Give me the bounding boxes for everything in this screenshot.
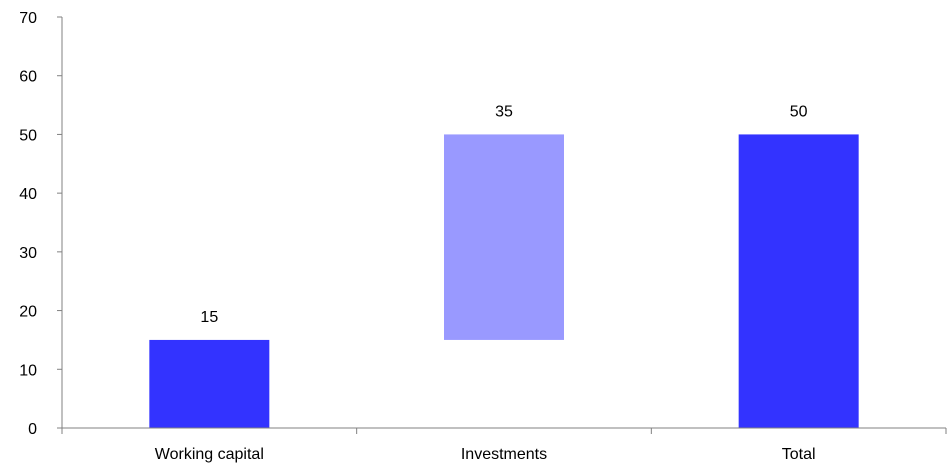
y-tick-label-1: 10 (19, 362, 37, 379)
y-tick-label-3: 30 (19, 245, 37, 262)
y-tick-label-6: 60 (19, 69, 37, 86)
bar-0 (149, 339, 270, 428)
data-label-1: 35 (495, 103, 513, 120)
labels-layer: 15 Working capital 35 Investments 50 Total 0 10… (19, 10, 815, 463)
data-label-2: 50 (790, 103, 808, 120)
category-label-1: Investments (461, 446, 547, 463)
y-tick-label-2: 20 (19, 304, 37, 321)
y-tick-label-0: 0 (28, 421, 37, 438)
bar-1 (444, 134, 564, 340)
y-tick-label-4: 40 (19, 186, 37, 203)
category-label-2: Total (782, 446, 816, 463)
y-tick-label-5: 50 (19, 127, 37, 144)
y-tick-label-7: 70 (19, 10, 37, 27)
category-label-0: Working capital (155, 446, 264, 463)
data-label-0: 15 (200, 309, 218, 326)
axes-layer (57, 16, 947, 434)
bars-layer (149, 134, 859, 428)
bar-2 (738, 134, 859, 428)
